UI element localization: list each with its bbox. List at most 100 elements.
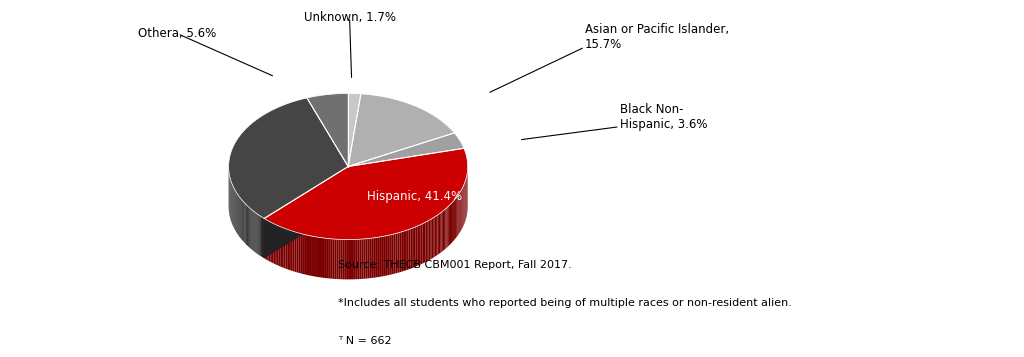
Polygon shape xyxy=(259,215,260,256)
Polygon shape xyxy=(341,240,343,279)
Polygon shape xyxy=(449,205,450,246)
Polygon shape xyxy=(447,206,449,247)
Polygon shape xyxy=(427,221,429,261)
Text: Othera, 5.6%: Othera, 5.6% xyxy=(138,27,217,40)
Polygon shape xyxy=(273,223,275,264)
Polygon shape xyxy=(429,220,430,260)
Polygon shape xyxy=(348,94,455,166)
Polygon shape xyxy=(437,214,439,255)
Polygon shape xyxy=(272,223,273,263)
Polygon shape xyxy=(293,231,295,272)
Polygon shape xyxy=(426,221,427,262)
Polygon shape xyxy=(326,238,328,278)
Polygon shape xyxy=(433,217,435,258)
Polygon shape xyxy=(376,237,378,277)
Polygon shape xyxy=(432,218,433,258)
Polygon shape xyxy=(424,222,426,263)
Polygon shape xyxy=(404,230,407,271)
Polygon shape xyxy=(392,234,393,275)
Polygon shape xyxy=(414,227,416,267)
Polygon shape xyxy=(345,240,347,280)
Polygon shape xyxy=(302,234,304,274)
Text: *Includes all students who reported being of multiple races or non-resident alie: *Includes all students who reported bein… xyxy=(338,298,792,308)
Text: Hispanic, 41.4%: Hispanic, 41.4% xyxy=(367,190,462,203)
Polygon shape xyxy=(316,237,318,277)
Polygon shape xyxy=(282,227,284,268)
Polygon shape xyxy=(288,229,289,270)
Text: Black Non-
Hispanic, 3.6%: Black Non- Hispanic, 3.6% xyxy=(620,103,708,131)
Polygon shape xyxy=(228,98,348,218)
Polygon shape xyxy=(304,235,306,275)
Polygon shape xyxy=(333,239,335,279)
Polygon shape xyxy=(378,237,380,277)
Polygon shape xyxy=(347,240,349,280)
Text: White Non-Hispanic,
32.0%: White Non-Hispanic, 32.0% xyxy=(83,159,203,187)
Polygon shape xyxy=(440,212,441,253)
Polygon shape xyxy=(451,202,452,243)
Polygon shape xyxy=(260,216,261,256)
Polygon shape xyxy=(380,237,382,277)
Polygon shape xyxy=(445,208,446,249)
Polygon shape xyxy=(261,216,262,257)
Polygon shape xyxy=(364,239,366,279)
Polygon shape xyxy=(328,238,330,278)
Polygon shape xyxy=(300,233,302,274)
Polygon shape xyxy=(418,225,419,266)
Polygon shape xyxy=(370,238,372,278)
Polygon shape xyxy=(257,213,258,254)
Polygon shape xyxy=(444,209,445,250)
Polygon shape xyxy=(307,94,348,166)
Polygon shape xyxy=(409,229,411,270)
Polygon shape xyxy=(382,236,384,276)
Polygon shape xyxy=(337,239,339,279)
Polygon shape xyxy=(343,240,345,280)
Polygon shape xyxy=(264,166,348,258)
Polygon shape xyxy=(264,166,348,258)
Polygon shape xyxy=(276,225,279,266)
Polygon shape xyxy=(264,218,265,259)
Polygon shape xyxy=(335,239,337,279)
Polygon shape xyxy=(421,224,422,265)
Polygon shape xyxy=(419,225,421,265)
Polygon shape xyxy=(403,231,404,271)
Polygon shape xyxy=(322,238,324,278)
Polygon shape xyxy=(393,233,395,274)
Text: Source: THECB CBM001 Report, Fall 2017.: Source: THECB CBM001 Report, Fall 2017. xyxy=(338,260,571,270)
Polygon shape xyxy=(413,227,414,268)
Polygon shape xyxy=(263,218,264,258)
Polygon shape xyxy=(298,233,300,273)
Polygon shape xyxy=(310,236,312,276)
Polygon shape xyxy=(372,238,374,278)
Polygon shape xyxy=(349,240,351,280)
Polygon shape xyxy=(348,133,464,166)
Polygon shape xyxy=(442,210,444,251)
Polygon shape xyxy=(399,232,401,272)
Polygon shape xyxy=(258,214,259,255)
Polygon shape xyxy=(353,240,355,279)
Polygon shape xyxy=(312,236,314,276)
Polygon shape xyxy=(430,219,432,260)
Polygon shape xyxy=(441,211,442,252)
Polygon shape xyxy=(264,149,468,240)
Polygon shape xyxy=(435,216,436,257)
Polygon shape xyxy=(357,239,359,279)
Polygon shape xyxy=(270,222,272,263)
Polygon shape xyxy=(407,230,409,270)
Polygon shape xyxy=(314,236,316,277)
Polygon shape xyxy=(262,217,263,258)
Polygon shape xyxy=(256,213,257,253)
Polygon shape xyxy=(374,237,376,278)
Polygon shape xyxy=(330,239,333,279)
Polygon shape xyxy=(289,230,291,271)
Polygon shape xyxy=(422,223,424,263)
Polygon shape xyxy=(361,239,364,279)
Polygon shape xyxy=(297,232,298,273)
Polygon shape xyxy=(319,237,322,278)
Polygon shape xyxy=(306,235,308,275)
Polygon shape xyxy=(416,226,418,267)
Polygon shape xyxy=(275,224,276,265)
Polygon shape xyxy=(411,228,413,269)
Polygon shape xyxy=(351,240,353,280)
Polygon shape xyxy=(308,235,310,276)
Polygon shape xyxy=(339,239,341,279)
